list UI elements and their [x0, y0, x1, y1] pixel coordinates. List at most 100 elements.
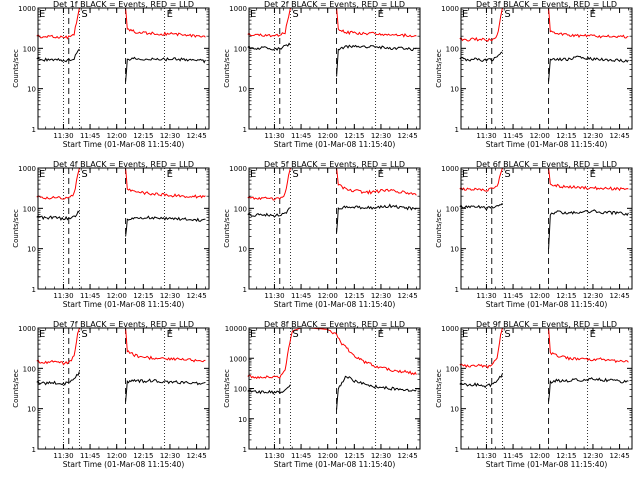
series-lld	[459, 327, 629, 369]
y-tick-label: 1000	[441, 5, 459, 13]
x-tick-label: 12:30	[583, 132, 603, 140]
x-tick-label: 12:00	[107, 452, 127, 460]
interval-marker-e-end: E	[378, 329, 384, 340]
y-tick-label: 1	[32, 286, 36, 294]
series-lld	[36, 167, 206, 200]
interval-marker-s: S	[292, 169, 298, 180]
series-lld	[36, 327, 206, 366]
plot-frame	[460, 327, 633, 450]
interval-marker-e-start: E	[250, 329, 256, 340]
x-tick-label: 11:30	[476, 132, 496, 140]
interval-marker-s: S	[81, 9, 87, 20]
interval-marker-e-start: E	[39, 329, 45, 340]
x-tick-label: 12:30	[371, 132, 391, 140]
interval-marker-e-start: E	[39, 9, 45, 20]
y-tick-label: 10	[450, 86, 459, 94]
x-tick-label: 11:45	[80, 292, 100, 300]
y-tick-label: 10	[450, 246, 459, 254]
interval-marker-s: S	[504, 169, 510, 180]
x-tick-label: 12:45	[397, 292, 417, 300]
x-axis-label: Start Time (01-Mar-08 11:15:40)	[63, 300, 185, 309]
interval-marker-s: S	[504, 329, 510, 340]
x-tick-label: 12:30	[583, 292, 603, 300]
x-tick-label: 12:45	[609, 132, 629, 140]
panel-title: Det 7f BLACK = Events, RED = LLD	[53, 320, 194, 329]
series-events	[36, 48, 206, 82]
y-tick-label: 1	[455, 126, 459, 134]
x-axis-label: Start Time (01-Mar-08 11:15:40)	[274, 460, 396, 469]
y-axis-label: Counts/sec	[223, 209, 231, 248]
x-tick-label: 11:45	[291, 132, 311, 140]
x-tick-label: 12:45	[609, 452, 629, 460]
x-tick-label: 12:30	[371, 452, 391, 460]
interval-marker-s: S	[504, 9, 510, 20]
x-tick-label: 12:15	[344, 292, 364, 300]
x-axis-label: Start Time (01-Mar-08 11:15:40)	[63, 460, 185, 469]
x-tick-label: 12:30	[583, 452, 603, 460]
x-tick-label: 12:00	[107, 292, 127, 300]
x-tick-label: 11:30	[476, 292, 496, 300]
x-axis-label: Start Time (01-Mar-08 11:15:40)	[274, 140, 396, 149]
plot-frame	[460, 7, 633, 130]
x-axis-label: Start Time (01-Mar-08 11:15:40)	[486, 460, 608, 469]
series-events	[247, 375, 417, 410]
x-tick-label: 12:15	[133, 132, 153, 140]
x-tick-label: 12:45	[186, 132, 206, 140]
panel-title: Det 3f BLACK = Events, RED = LLD	[476, 0, 617, 9]
y-tick-label: 100	[234, 205, 247, 213]
plot-frame	[248, 7, 421, 130]
y-axis-label: Counts/sec	[223, 49, 231, 88]
panel-det-6: Det 6f BLACK = Events, RED = LLD 1 10 100 10…	[435, 160, 633, 309]
y-tick-label: 100	[234, 386, 247, 394]
y-tick-label: 100	[446, 205, 459, 213]
series-events	[247, 42, 417, 77]
panel-det-4: Det 4f BLACK = Events, RED = LLD 1 10 100 10…	[12, 160, 210, 309]
x-tick-label: 11:30	[264, 292, 284, 300]
x-axis-label: Start Time (01-Mar-08 11:15:40)	[486, 140, 608, 149]
x-tick-label: 11:45	[291, 292, 311, 300]
series-events	[459, 202, 629, 249]
panel-det-2: Det 2f BLACK = Events, RED = LLD 1 10 100 10…	[223, 0, 421, 149]
plot-frame	[37, 327, 210, 450]
series-lld	[247, 7, 417, 38]
x-tick-label: 12:15	[133, 292, 153, 300]
y-tick-label: 10	[27, 406, 36, 414]
x-tick-label: 12:45	[397, 452, 417, 460]
y-tick-label: 1000	[441, 325, 459, 333]
x-axis-label: Start Time (01-Mar-08 11:15:40)	[486, 300, 608, 309]
x-tick-label: 11:45	[80, 132, 100, 140]
panel-det-1: Det 1f BLACK = Events, RED = LLD 1 10 100 10…	[12, 0, 210, 149]
panel-title: Det 6f BLACK = Events, RED = LLD	[476, 160, 617, 169]
y-tick-label: 1000	[18, 5, 36, 13]
interval-marker-e-end: E	[167, 169, 173, 180]
x-tick-label: 12:45	[397, 132, 417, 140]
x-tick-label: 11:30	[264, 452, 284, 460]
y-tick-label: 100	[446, 365, 459, 373]
x-tick-label: 11:45	[503, 292, 523, 300]
y-tick-label: 1	[243, 446, 247, 454]
panel-det-7: Det 7f BLACK = Events, RED = LLD 1 10 100 10…	[12, 320, 210, 469]
panel-det-9: Det 9f BLACK = Events, RED = LLD 1 10 100 10…	[435, 320, 633, 469]
x-tick-label: 11:30	[476, 452, 496, 460]
x-tick-label: 11:45	[503, 132, 523, 140]
x-axis-label: Start Time (01-Mar-08 11:15:40)	[274, 300, 396, 309]
series-events	[36, 371, 206, 402]
interval-marker-e-end: E	[378, 9, 384, 20]
interval-marker-s: S	[292, 9, 298, 20]
y-tick-label: 1000	[229, 5, 247, 13]
interval-marker-e-end: E	[378, 169, 384, 180]
series-lld	[36, 7, 206, 40]
y-tick-label: 1	[455, 286, 459, 294]
y-tick-label: 10	[450, 406, 459, 414]
x-tick-label: 12:00	[530, 292, 550, 300]
interval-marker-e-end: E	[167, 329, 173, 340]
x-tick-label: 11:30	[53, 132, 73, 140]
panel-title: Det 9f BLACK = Events, RED = LLD	[476, 320, 617, 329]
series-events	[459, 51, 629, 82]
interval-marker-e-start: E	[250, 169, 256, 180]
x-tick-label: 12:15	[556, 292, 576, 300]
x-tick-label: 12:15	[556, 452, 576, 460]
interval-marker-e-end: E	[590, 169, 596, 180]
y-axis-label: Counts/sec	[435, 209, 443, 248]
panel-det-8: Det 8f BLACK = Events, RED = LLD 1 10 100 10…	[223, 320, 421, 469]
